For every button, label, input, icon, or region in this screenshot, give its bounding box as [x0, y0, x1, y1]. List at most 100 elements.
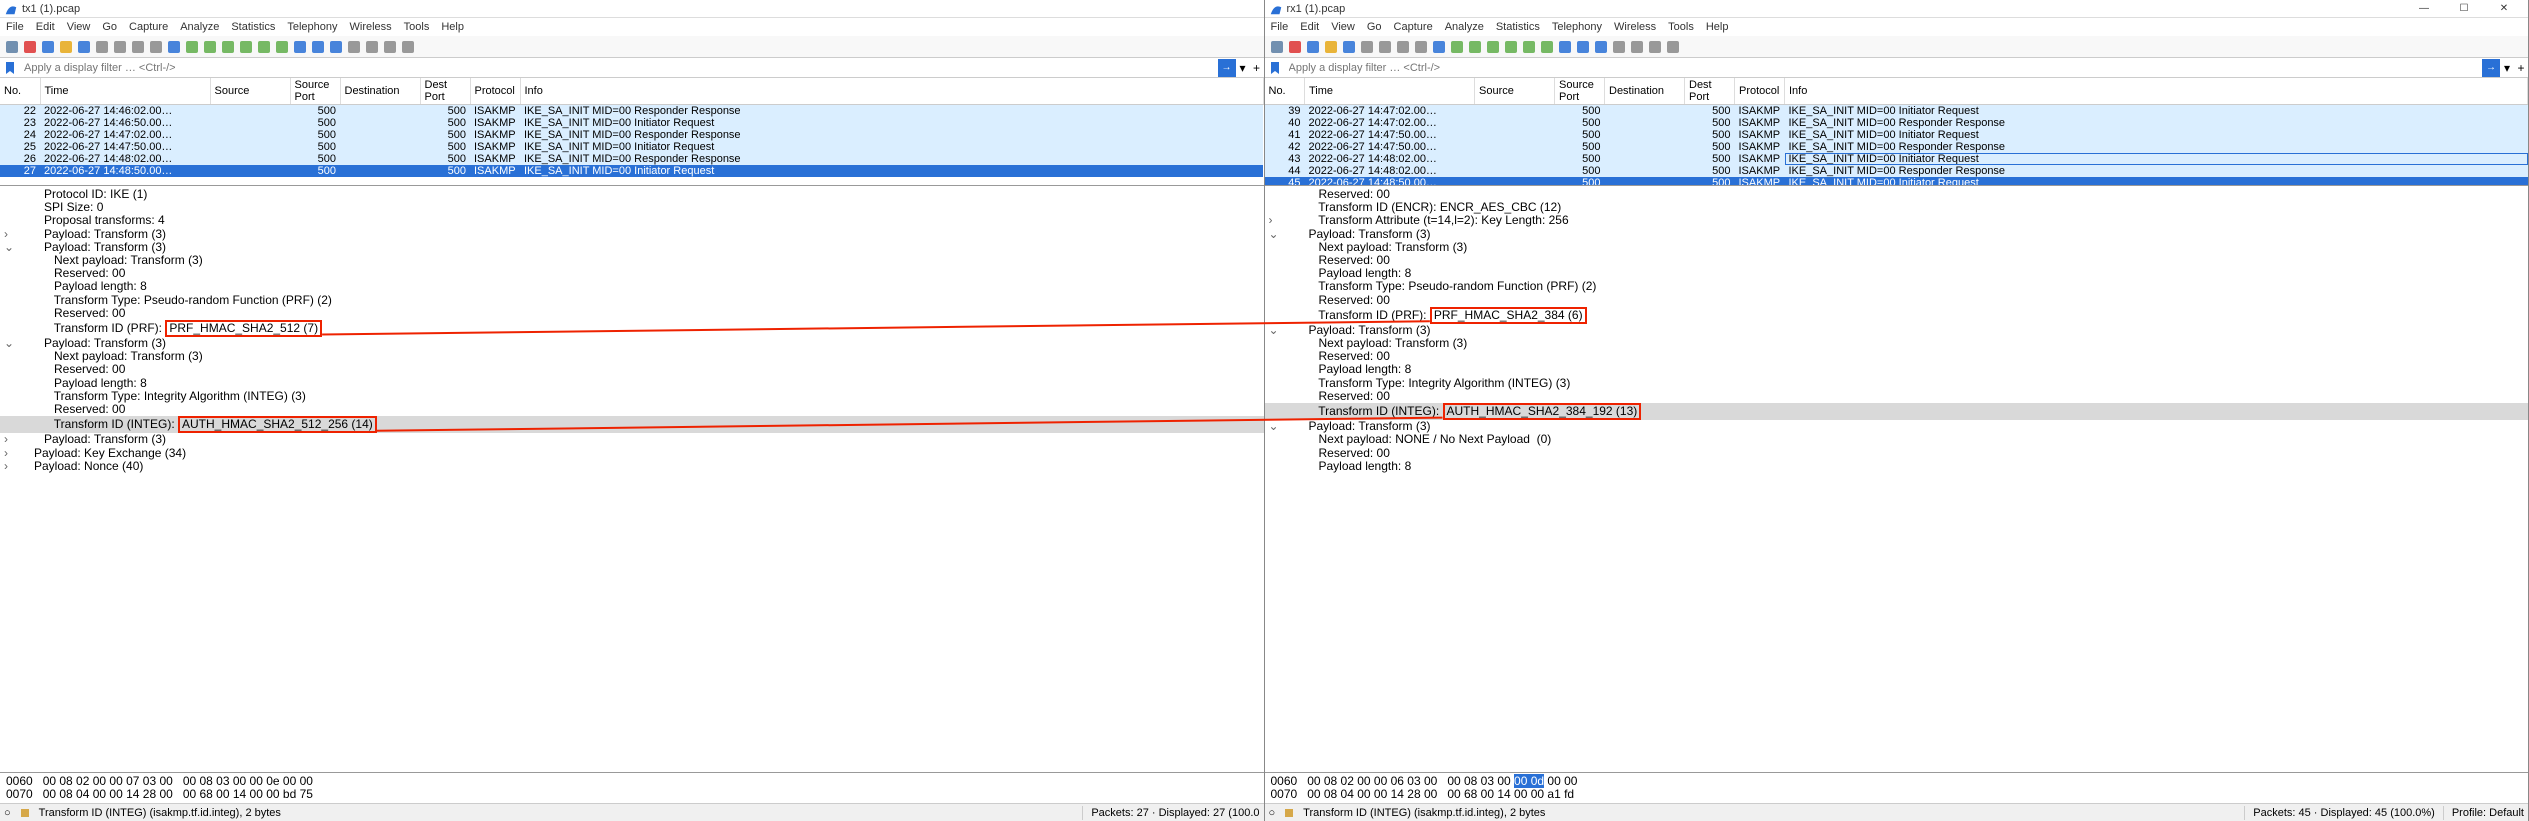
detail-line[interactable]: Payload length: 8 — [1265, 363, 2529, 376]
column-header[interactable]: Info — [520, 78, 1263, 105]
toolbar-button-6[interactable] — [112, 39, 128, 55]
detail-line[interactable]: Reserved: 00 — [0, 403, 1264, 416]
detail-line[interactable]: Transform ID (INTEG): AUTH_HMAC_SHA2_384… — [1265, 403, 2529, 420]
toolbar-button-6[interactable] — [1377, 39, 1393, 55]
toolbar-button-20[interactable] — [364, 39, 380, 55]
menu-telephony[interactable]: Telephony — [1552, 21, 1602, 33]
column-header[interactable]: Destination — [1605, 78, 1685, 105]
toolbar-button-14[interactable] — [256, 39, 272, 55]
bookmark-icon[interactable] — [1267, 60, 1283, 76]
toolbar-button-2[interactable] — [40, 39, 56, 55]
menu-help[interactable]: Help — [441, 21, 464, 33]
detail-line[interactable]: Payload length: 8 — [0, 377, 1264, 390]
toolbar-button-15[interactable] — [274, 39, 290, 55]
detail-line[interactable]: Reserved: 00 — [0, 363, 1264, 376]
detail-line[interactable]: Payload length: 8 — [0, 280, 1264, 293]
toolbar-button-1[interactable] — [22, 39, 38, 55]
toolbar-button-22[interactable] — [400, 39, 416, 55]
detail-line[interactable]: Next payload: NONE / No Next Payload (0) — [1265, 433, 2529, 446]
menubar[interactable]: FileEditViewGoCaptureAnalyzeStatisticsTe… — [0, 18, 1264, 36]
detail-line[interactable]: Payload: Transform (3) — [1265, 228, 2529, 241]
detail-line[interactable]: Payload: Key Exchange (34) — [0, 447, 1264, 460]
toolbar-button-4[interactable] — [76, 39, 92, 55]
detail-line[interactable]: Reserved: 00 — [1265, 254, 2529, 267]
menubar[interactable]: FileEditViewGoCaptureAnalyzeStatisticsTe… — [1265, 18, 2529, 36]
column-header[interactable]: Time — [1305, 78, 1475, 105]
detail-line[interactable]: Next payload: Transform (3) — [1265, 241, 2529, 254]
toolbar-button-20[interactable] — [1629, 39, 1645, 55]
toolbar-button-12[interactable] — [220, 39, 236, 55]
detail-line[interactable]: Next payload: Transform (3) — [0, 350, 1264, 363]
toolbar-button-2[interactable] — [1305, 39, 1321, 55]
toolbar-button-19[interactable] — [1611, 39, 1627, 55]
display-filter-input[interactable] — [20, 59, 1218, 77]
detail-line[interactable]: Next payload: Transform (3) — [1265, 337, 2529, 350]
column-header[interactable]: Source — [1475, 78, 1555, 105]
detail-line[interactable]: Transform ID (PRF): PRF_HMAC_SHA2_512 (7… — [0, 320, 1264, 337]
menu-view[interactable]: View — [67, 21, 91, 33]
menu-edit[interactable]: Edit — [36, 21, 55, 33]
menu-capture[interactable]: Capture — [1394, 21, 1433, 33]
filter-plus-button[interactable]: + — [2514, 59, 2528, 77]
detail-line[interactable]: Transform Attribute (t=14,l=2): Key Leng… — [1265, 214, 2529, 227]
toolbar-button-19[interactable] — [346, 39, 362, 55]
toolbar-button-3[interactable] — [58, 39, 74, 55]
menu-statistics[interactable]: Statistics — [1496, 21, 1540, 33]
toolbar-button-1[interactable] — [1287, 39, 1303, 55]
toolbar-button-16[interactable] — [292, 39, 308, 55]
toolbar-button-9[interactable] — [166, 39, 182, 55]
filter-add-button[interactable]: ▾ — [2500, 59, 2514, 77]
detail-line[interactable]: Payload: Transform (3) — [0, 241, 1264, 254]
packet-row[interactable]: 272022-06-27 14:48:50.00…500500ISAKMPIKE… — [0, 165, 1263, 177]
packet-detail[interactable]: Reserved: 00 Transform ID (ENCR): ENCR_A… — [1265, 186, 2529, 773]
packet-list[interactable]: No.TimeSourceSource PortDestinationDest … — [1265, 78, 2529, 186]
detail-line[interactable]: Transform Type: Integrity Algorithm (INT… — [1265, 377, 2529, 390]
detail-line[interactable]: SPI Size: 0 — [0, 201, 1264, 214]
column-header[interactable]: Source — [210, 78, 290, 105]
detail-line[interactable]: Transform Type: Integrity Algorithm (INT… — [0, 390, 1264, 403]
toolbar-button-5[interactable] — [94, 39, 110, 55]
toolbar-button-14[interactable] — [1521, 39, 1537, 55]
toolbar[interactable] — [0, 36, 1264, 58]
detail-line[interactable]: Transform ID (INTEG): AUTH_HMAC_SHA2_512… — [0, 416, 1264, 433]
menu-wireless[interactable]: Wireless — [1614, 21, 1656, 33]
menu-go[interactable]: Go — [102, 21, 117, 33]
toolbar-button-0[interactable] — [4, 39, 20, 55]
detail-line[interactable]: Reserved: 00 — [0, 307, 1264, 320]
toolbar-button-17[interactable] — [1575, 39, 1591, 55]
packet-row[interactable]: 262022-06-27 14:48:02.00…500500ISAKMPIKE… — [0, 153, 1263, 165]
toolbar-button-9[interactable] — [1431, 39, 1447, 55]
detail-line[interactable]: Proposal transforms: 4 — [0, 214, 1264, 227]
column-header[interactable]: Info — [1785, 78, 2528, 105]
toolbar-button-0[interactable] — [1269, 39, 1285, 55]
toolbar-button-8[interactable] — [1413, 39, 1429, 55]
packet-row[interactable]: 452022-06-27 14:48:50.00…500500ISAKMPIKE… — [1265, 177, 2528, 186]
packet-row[interactable]: 392022-06-27 14:47:02.00…500500ISAKMPIKE… — [1265, 105, 2528, 118]
menu-statistics[interactable]: Statistics — [231, 21, 275, 33]
column-header[interactable]: Protocol — [1735, 78, 1785, 105]
toolbar-button-11[interactable] — [1467, 39, 1483, 55]
detail-line[interactable]: Payload: Transform (3) — [0, 433, 1264, 446]
detail-line[interactable]: Transform Type: Pseudo-random Function (… — [0, 294, 1264, 307]
toolbar-button-18[interactable] — [1593, 39, 1609, 55]
packet-row[interactable]: 232022-06-27 14:46:50.00…500500ISAKMPIKE… — [0, 117, 1263, 129]
minimize-button[interactable]: — — [2404, 0, 2444, 18]
menu-tools[interactable]: Tools — [404, 21, 430, 33]
filterbar[interactable]: → ▾ + — [0, 58, 1264, 78]
menu-file[interactable]: File — [1271, 21, 1289, 33]
packet-row[interactable]: 402022-06-27 14:47:02.00…500500ISAKMPIKE… — [1265, 117, 2528, 129]
filter-plus-button[interactable]: + — [1250, 59, 1264, 77]
column-header[interactable]: Source Port — [1555, 78, 1605, 105]
menu-analyze[interactable]: Analyze — [180, 21, 219, 33]
detail-line[interactable]: Reserved: 00 — [1265, 350, 2529, 363]
detail-line[interactable]: Reserved: 00 — [1265, 447, 2529, 460]
toolbar-button-10[interactable] — [184, 39, 200, 55]
display-filter-input[interactable] — [1285, 59, 2483, 77]
packet-detail[interactable]: Protocol ID: IKE (1) SPI Size: 0 Proposa… — [0, 186, 1264, 773]
toolbar-button-10[interactable] — [1449, 39, 1465, 55]
toolbar-button-21[interactable] — [1647, 39, 1663, 55]
bookmark-icon[interactable] — [2, 60, 18, 76]
toolbar-button-11[interactable] — [202, 39, 218, 55]
hex-line[interactable]: 0070 00 08 04 00 00 14 28 00 00 68 00 14… — [1271, 788, 2523, 801]
column-header[interactable]: Protocol — [470, 78, 520, 105]
